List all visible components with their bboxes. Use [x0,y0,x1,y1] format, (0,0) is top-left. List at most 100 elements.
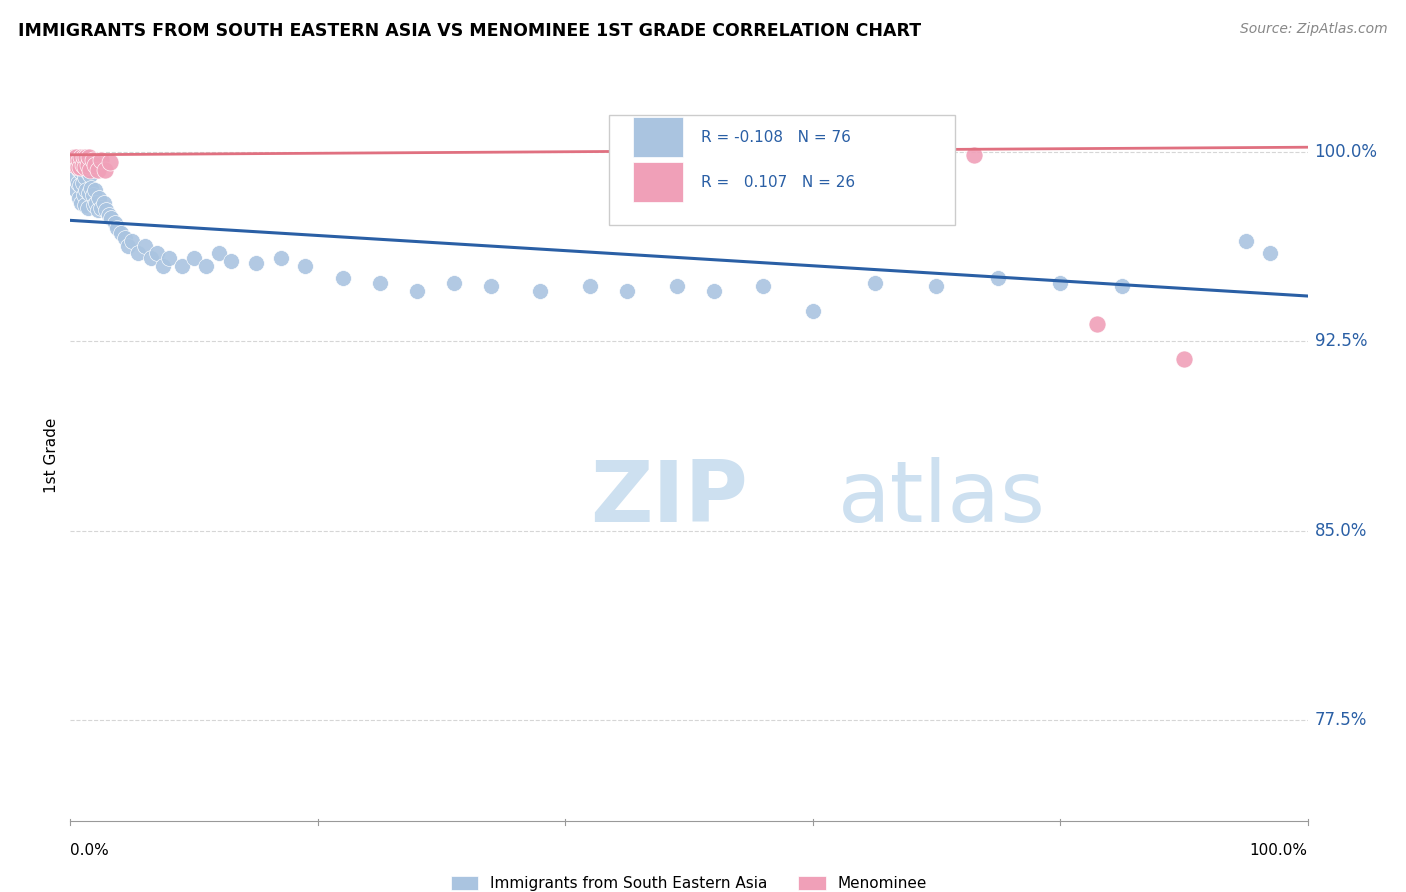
Point [67,153,90,167]
Point [1173,352,1195,367]
Point [105,221,128,235]
Point [65,158,87,172]
Point [801,304,824,318]
Point [98,155,121,169]
Point [70,150,93,164]
Point [82,188,104,202]
Point [76,158,98,172]
Point [1111,279,1133,293]
Point [79,168,101,182]
Point [79,162,101,177]
FancyBboxPatch shape [609,115,955,225]
Point [86,203,108,218]
Point [90,201,112,215]
Point [69,155,91,169]
Point [77,158,100,172]
Point [69,178,91,192]
Point [80,180,103,194]
Point [66,153,89,167]
Point [77,186,100,200]
Text: R =   0.107   N = 26: R = 0.107 N = 26 [702,175,855,190]
Point [94,162,117,177]
Point [69,161,91,175]
Point [75,198,97,212]
Point [75,183,97,197]
Point [77,150,100,164]
Point [83,198,105,212]
Point [146,246,169,260]
Point [912,140,935,154]
Point [66,176,89,190]
Text: 100.0%: 100.0% [1315,144,1378,161]
Point [962,148,984,162]
Point [67,162,90,177]
Point [65,170,87,185]
Text: Source: ZipAtlas.com: Source: ZipAtlas.com [1240,22,1388,37]
Point [208,246,231,260]
Text: 85.0%: 85.0% [1315,522,1367,540]
Point [73,150,96,164]
Point [925,279,948,293]
Point [76,165,98,179]
Point [827,148,849,162]
Point [245,256,267,270]
Point [75,161,97,175]
Point [75,150,97,164]
Point [987,271,1010,285]
Text: ZIP: ZIP [591,458,748,541]
Point [76,201,98,215]
Point [90,153,112,167]
Point [63,158,86,172]
Text: 77.5%: 77.5% [1315,711,1367,729]
Point [65,150,87,164]
FancyBboxPatch shape [633,117,683,157]
Point [84,183,107,197]
Point [152,259,174,273]
Point [752,279,775,293]
Point [157,251,180,265]
Legend: Immigrants from South Eastern Asia, Menominee: Immigrants from South Eastern Asia, Meno… [444,870,934,892]
Point [87,191,110,205]
Point [332,271,354,285]
Text: atlas: atlas [838,458,1046,541]
Point [75,170,97,185]
Point [70,165,93,179]
Point [665,279,688,293]
Point [1085,317,1108,331]
Point [114,231,136,245]
Point [70,195,93,210]
Point [73,188,96,202]
Point [72,153,94,167]
Point [104,216,127,230]
Text: IMMIGRANTS FROM SOUTH EASTERN ASIA VS MENOMINEE 1ST GRADE CORRELATION CHART: IMMIGRANTS FROM SOUTH EASTERN ASIA VS ME… [18,22,921,40]
FancyBboxPatch shape [633,162,683,202]
Point [1234,234,1257,248]
Point [183,251,205,265]
Y-axis label: 1st Grade: 1st Grade [44,417,59,492]
Point [75,155,97,169]
Text: R = -0.108   N = 76: R = -0.108 N = 76 [702,129,851,145]
Point [294,259,316,273]
Point [110,226,132,240]
Point [96,203,118,218]
Point [219,253,242,268]
Point [479,279,502,293]
Text: 0.0%: 0.0% [70,843,110,858]
Point [84,195,107,210]
Point [529,284,551,298]
Point [195,259,218,273]
Text: 100.0%: 100.0% [1250,843,1308,858]
Point [82,153,104,167]
Point [63,150,86,164]
Point [368,277,391,291]
Point [84,158,107,172]
Point [139,251,162,265]
Point [134,238,156,252]
Point [443,277,465,291]
Point [73,161,96,175]
Point [100,211,122,225]
Point [121,234,143,248]
Point [863,277,886,291]
Point [170,259,193,273]
Point [97,208,120,222]
